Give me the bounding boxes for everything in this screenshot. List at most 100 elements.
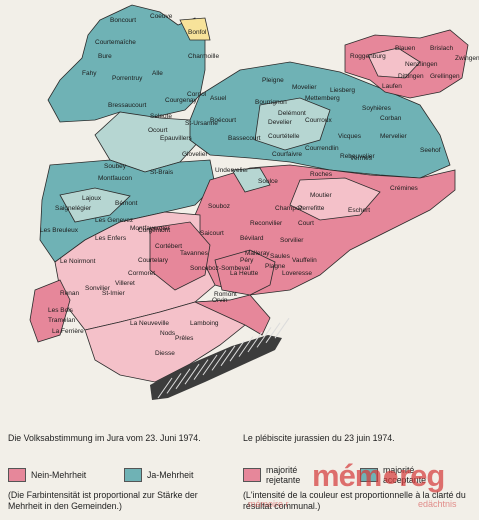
place-label: Champoz bbox=[275, 205, 303, 212]
legend-note-french: (L'intensité de la couleur est proportio… bbox=[243, 490, 466, 511]
region-orvin bbox=[194, 294, 271, 336]
place-label: Roggenburg bbox=[350, 53, 386, 60]
place-label: Bourrignon bbox=[255, 99, 287, 106]
legend-label-acceptante: majorité acceptante bbox=[383, 465, 427, 485]
place-label: Les Genevez bbox=[95, 217, 133, 224]
place-label: Nenzlingen bbox=[405, 61, 438, 68]
place-label: St-Imier bbox=[102, 290, 126, 297]
place-label: Cortébert bbox=[155, 243, 182, 250]
place-label: Rebeuvelier bbox=[340, 153, 376, 160]
place-label: Dittingen bbox=[398, 73, 424, 80]
watermark-text-left: mémoire r bbox=[248, 499, 289, 509]
place-label: Tramelan bbox=[48, 317, 76, 324]
place-label: Grellingen bbox=[430, 73, 460, 80]
legend-label-ja: Ja-Mehrheit bbox=[147, 470, 194, 480]
caption-french: Le plébiscite jurassien du 23 juin 1974. bbox=[243, 433, 395, 443]
place-label: Sorvilier bbox=[280, 237, 304, 244]
region-delemont-light bbox=[254, 97, 331, 151]
place-label: Lamboing bbox=[190, 320, 219, 327]
place-label: Undervelier bbox=[215, 167, 249, 174]
place-label: Vicques bbox=[338, 133, 362, 140]
place-label: Le Noirmont bbox=[60, 258, 96, 265]
place-label: Seleute bbox=[150, 113, 172, 120]
place-label: Montfaucon bbox=[98, 175, 132, 182]
legend-label-nein: Nein-Mehrheit bbox=[31, 470, 87, 480]
place-label: Lajoux bbox=[82, 195, 102, 202]
place-label: Reconvilier bbox=[250, 220, 283, 227]
legend-swatch-nein bbox=[8, 468, 26, 482]
place-label: Bassecourt bbox=[228, 135, 261, 142]
region-bonfol bbox=[179, 17, 211, 41]
place-label: Alle bbox=[152, 70, 163, 77]
place-label: Corgémont bbox=[138, 227, 170, 234]
place-label: Bressaucourt bbox=[108, 102, 146, 109]
place-label: Bévilard bbox=[240, 235, 264, 242]
place-label: Courtemaîche bbox=[95, 39, 136, 46]
place-label: Soubey bbox=[104, 163, 127, 170]
place-label: Courtételle bbox=[268, 133, 300, 140]
place-label: Cornol bbox=[187, 91, 207, 98]
place-label: Les Bois bbox=[48, 307, 74, 314]
lake-hatch-line bbox=[157, 377, 173, 399]
lake-hatch-line bbox=[220, 345, 236, 367]
place-label: Porrentruy bbox=[112, 75, 143, 82]
place-label: Orvin bbox=[212, 297, 228, 304]
place-label: Fahy bbox=[82, 70, 97, 77]
place-label: Villeret bbox=[115, 280, 135, 287]
place-label: Bémont bbox=[115, 200, 138, 207]
lake-hatch-line bbox=[202, 354, 218, 376]
lake-hatch-line bbox=[229, 340, 245, 362]
place-label: Laufen bbox=[382, 83, 402, 90]
place-label: Saules bbox=[270, 253, 291, 260]
region-moutier-ja bbox=[231, 167, 271, 193]
lake-hatch-line bbox=[256, 327, 272, 348]
place-label: Plagne bbox=[265, 263, 286, 270]
region-ajoie bbox=[47, 4, 206, 123]
place-label: Liesberg bbox=[330, 87, 355, 94]
place-label: Asuel bbox=[210, 95, 227, 102]
region-erguel-dark bbox=[149, 221, 211, 291]
place-label: Montfavergier bbox=[130, 225, 171, 232]
place-label: Perrefitte bbox=[298, 205, 325, 212]
place-label: Coeuve bbox=[150, 13, 173, 20]
region-fm-light bbox=[59, 187, 131, 223]
legend-swatch-rejetante bbox=[243, 468, 261, 482]
lake-hatch-line bbox=[184, 363, 200, 385]
place-label: Eschert bbox=[348, 207, 370, 214]
legend-label-rejetante: majorité rejetante bbox=[266, 465, 301, 485]
place-label: Sonvilier bbox=[85, 285, 111, 292]
legend-swatch-acceptante bbox=[360, 468, 378, 482]
place-label: Loveresse bbox=[282, 270, 312, 277]
place-label: Moutier bbox=[310, 192, 333, 199]
place-label: Boncourt bbox=[110, 17, 136, 24]
lake-hatch-line bbox=[175, 368, 191, 390]
lake-hatch-line bbox=[166, 373, 182, 394]
place-label: Ocourt bbox=[148, 127, 168, 134]
place-label: Bure bbox=[98, 53, 112, 60]
lake-hatch-line bbox=[193, 359, 209, 380]
place-label: Develier bbox=[268, 119, 293, 126]
place-label: Crémines bbox=[390, 185, 419, 192]
place-label: Charmoille bbox=[188, 53, 219, 60]
place-label: Les Breuleux bbox=[40, 227, 79, 234]
place-label: Saignelégier bbox=[55, 205, 92, 212]
legend-note-german: (Die Farbintensität ist proportional zur… bbox=[8, 490, 198, 511]
region-moutier-light bbox=[289, 177, 381, 221]
region-laufen-light bbox=[367, 47, 421, 79]
place-label: Prêles bbox=[175, 335, 194, 342]
place-label: Mervelier bbox=[380, 133, 408, 140]
lake-hatch-line bbox=[265, 322, 281, 344]
region-pery bbox=[214, 249, 276, 296]
place-label: Diesse bbox=[155, 350, 175, 357]
lake-hatch-line bbox=[238, 336, 254, 357]
place-label: Péry bbox=[240, 257, 254, 264]
place-label: Nods bbox=[160, 330, 176, 337]
region-franches-montagnes bbox=[39, 159, 216, 263]
place-label: Saicourt bbox=[200, 230, 224, 237]
place-label: Courroux bbox=[305, 117, 332, 124]
place-label: Court bbox=[298, 220, 314, 227]
place-label: Roches bbox=[310, 171, 333, 178]
place-label: Movelier bbox=[292, 84, 317, 91]
place-label: Blauen bbox=[395, 45, 416, 52]
place-label: Courgenay bbox=[165, 97, 198, 104]
